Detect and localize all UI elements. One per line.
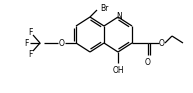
Text: O: O [159, 39, 165, 48]
Text: Br: Br [100, 4, 108, 12]
Text: O: O [145, 58, 151, 67]
Text: O: O [59, 39, 65, 48]
Text: F: F [28, 49, 32, 58]
Text: F: F [28, 28, 32, 36]
Text: N: N [116, 12, 122, 20]
Text: OH: OH [112, 66, 124, 75]
Text: F: F [24, 39, 28, 48]
